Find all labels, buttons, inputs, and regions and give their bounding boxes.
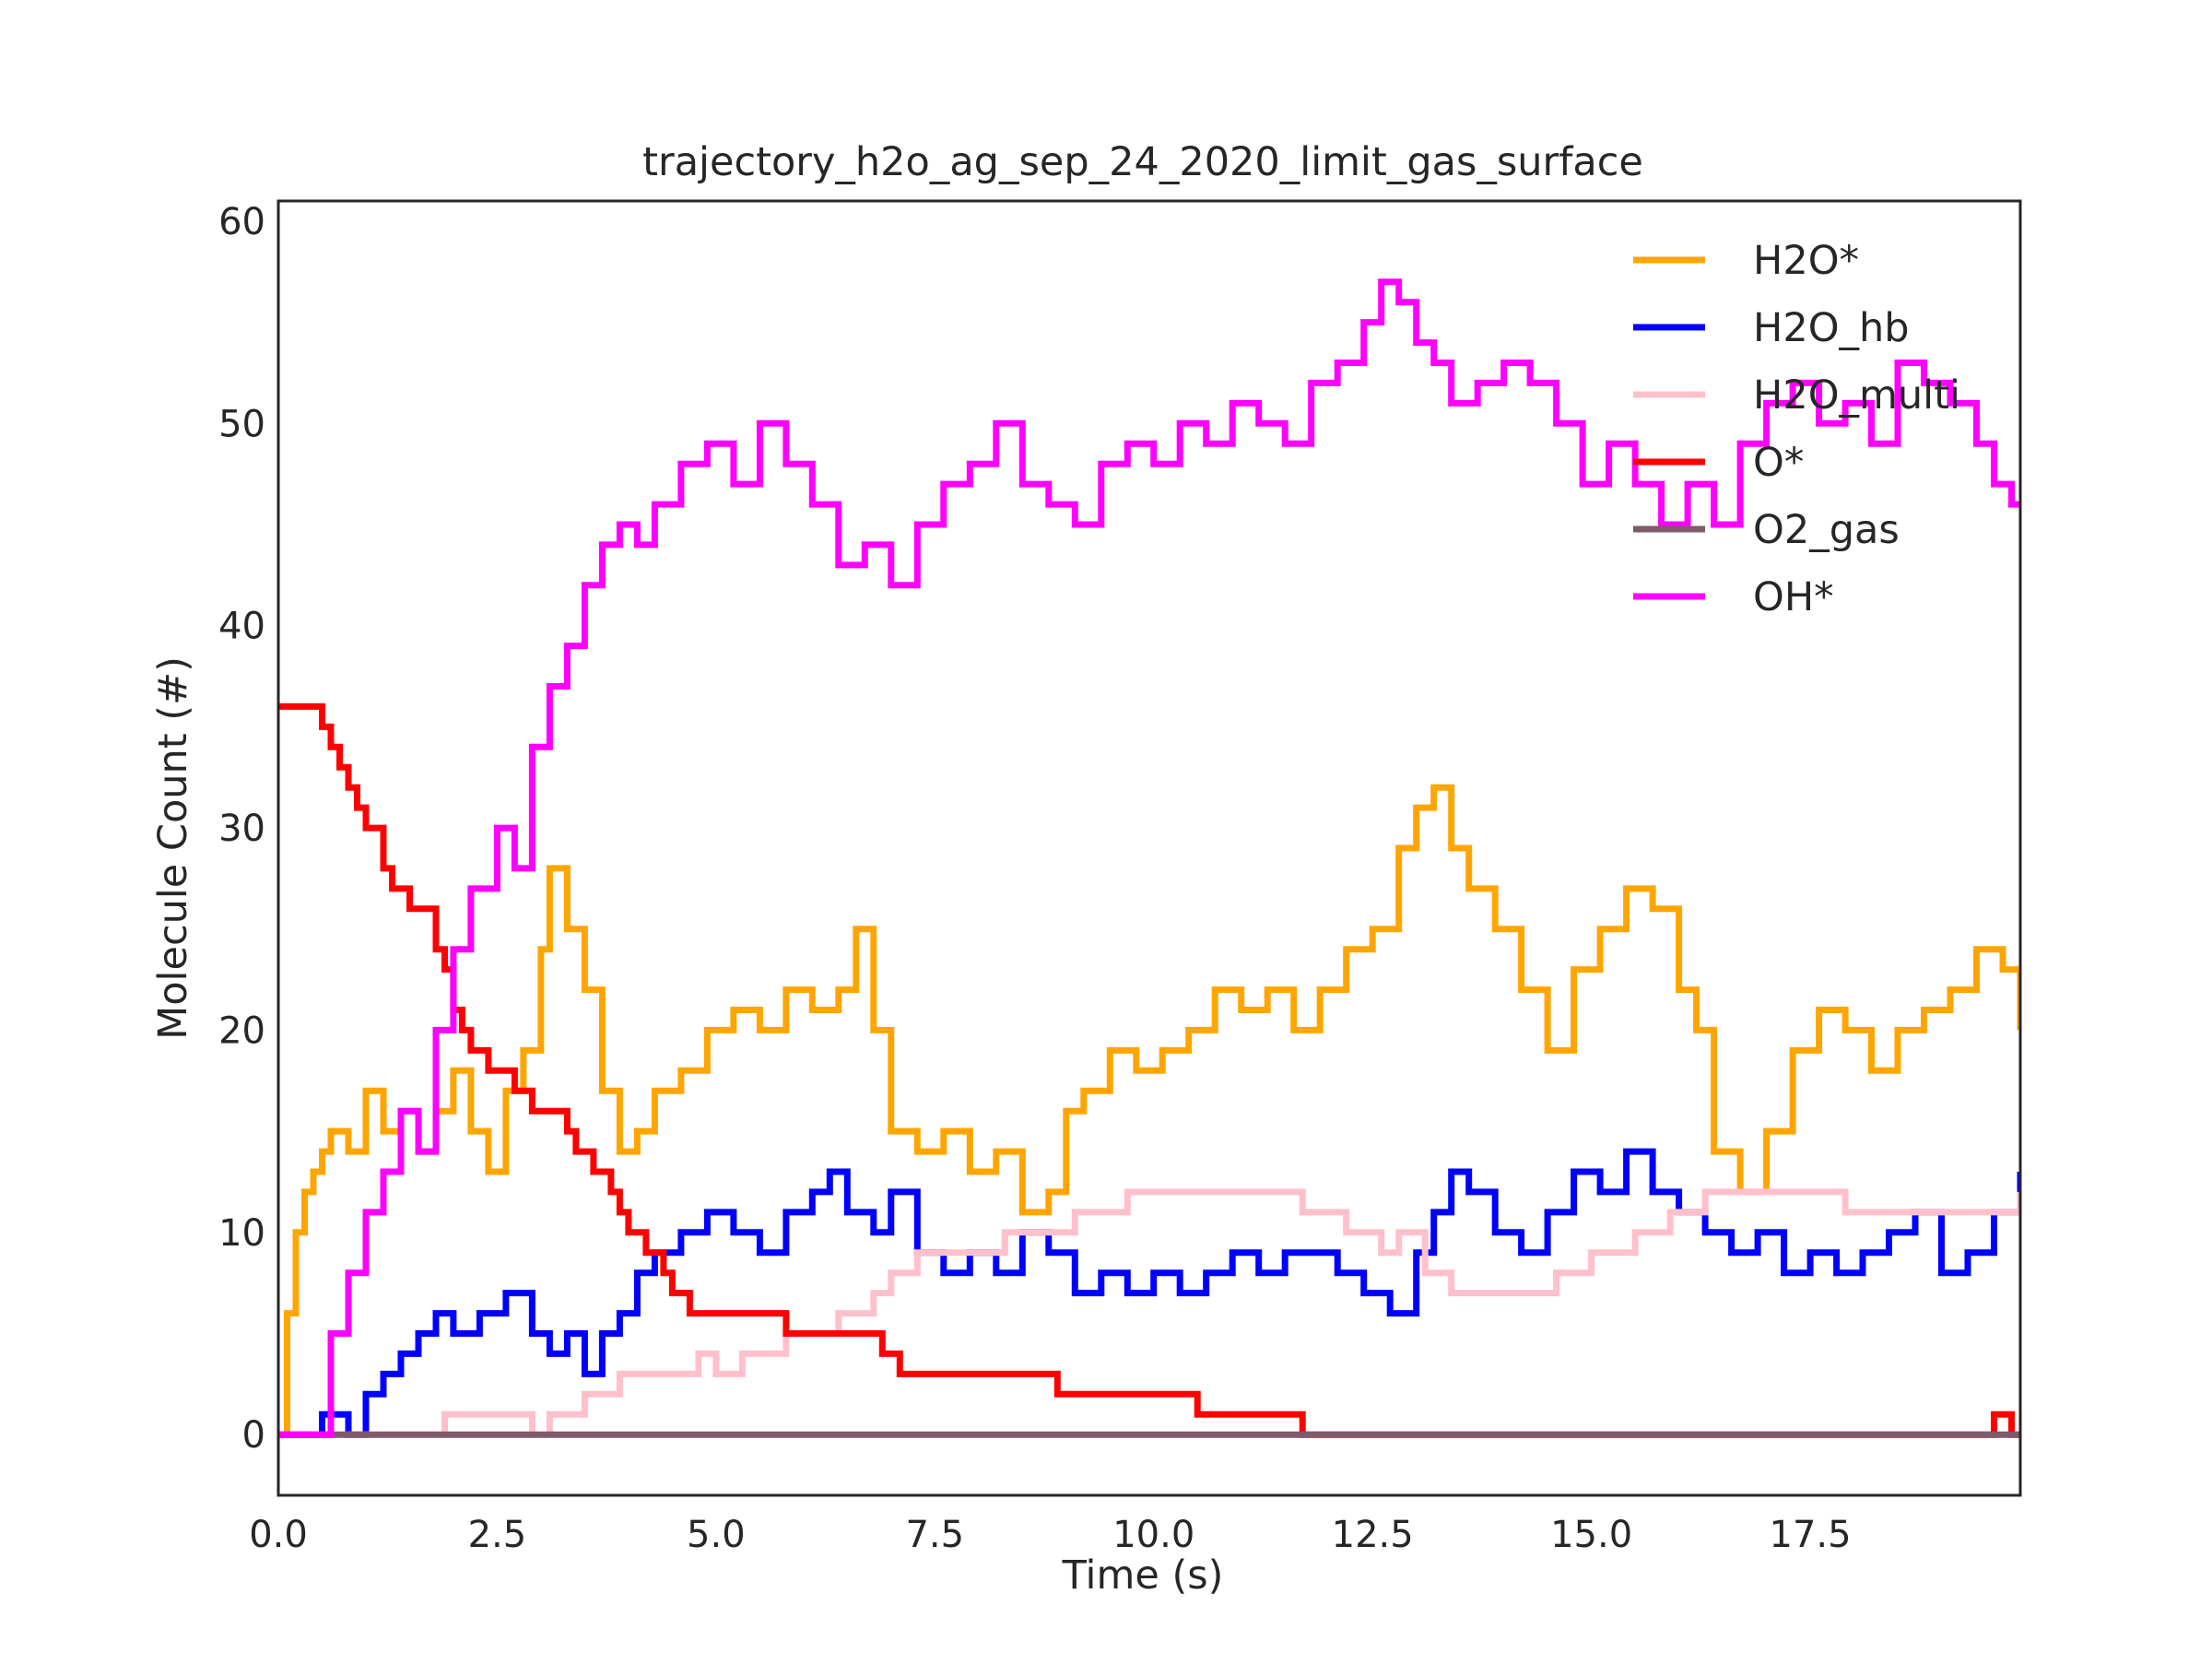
y-tick-label: 50 (218, 403, 265, 445)
x-tick-label: 0.0 (249, 1514, 308, 1556)
legend-label: O* (1753, 440, 1804, 486)
x-axis-label: Time (s) (1062, 1552, 1224, 1599)
series-group (278, 278, 2020, 1438)
y-axis-label: Molecule Count (#) (150, 656, 196, 1040)
legend-item: H2O_hb (1633, 305, 1910, 351)
x-axis-ticks: 0.0 2.5 5.0 7.5 10.0 12.5 15.0 17.5 (249, 1514, 1851, 1556)
legend-label: H2O_hb (1753, 305, 1910, 351)
legend-label: H2O* (1753, 238, 1859, 284)
plot-frame (276, 199, 2022, 1497)
y-tick-label: 10 (218, 1212, 265, 1255)
x-tick-label: 2.5 (468, 1514, 527, 1556)
x-tick-label: 5.0 (687, 1514, 746, 1556)
y-tick-label: 30 (218, 808, 265, 850)
x-tick-label: 12.5 (1332, 1514, 1414, 1556)
legend-item: O2_gas (1633, 507, 1900, 553)
y-tick-label: 60 (218, 201, 265, 243)
x-tick-label: 7.5 (905, 1514, 964, 1556)
x-tick-label: 17.5 (1770, 1514, 1852, 1556)
y-tick-label: 40 (218, 606, 265, 648)
legend-item: H2O_multi (1633, 372, 1960, 419)
y-tick-label: 20 (218, 1009, 265, 1052)
series-line-h2o-hb (278, 1148, 2020, 1438)
legend-label: H2O_multi (1753, 372, 1960, 419)
legend-item: OH* (1633, 574, 1834, 620)
series-line-oh (278, 278, 2020, 1438)
legend-label: OH* (1753, 574, 1834, 620)
legend-label: O2_gas (1753, 507, 1900, 553)
y-axis-ticks: 0 10 20 30 40 50 60 (218, 201, 265, 1457)
x-tick-label: 10.0 (1112, 1514, 1194, 1556)
series-line-h2o-multi (278, 1188, 2020, 1438)
x-tick-label: 15.0 (1550, 1514, 1632, 1556)
y-tick-label: 0 (242, 1414, 265, 1457)
legend: H2O* H2O_hb H2O_multi O* O2_gas OH* (1633, 238, 1960, 620)
legend-item: O* (1633, 440, 1804, 486)
plot-area (278, 278, 2020, 1438)
series-line-h2o (278, 784, 2020, 1438)
legend-item: H2O* (1633, 238, 1859, 284)
chart-title: trajectory_h2o_ag_sep_24_2020_limit_gas_… (642, 139, 1643, 185)
series-line-o (278, 702, 2020, 1438)
